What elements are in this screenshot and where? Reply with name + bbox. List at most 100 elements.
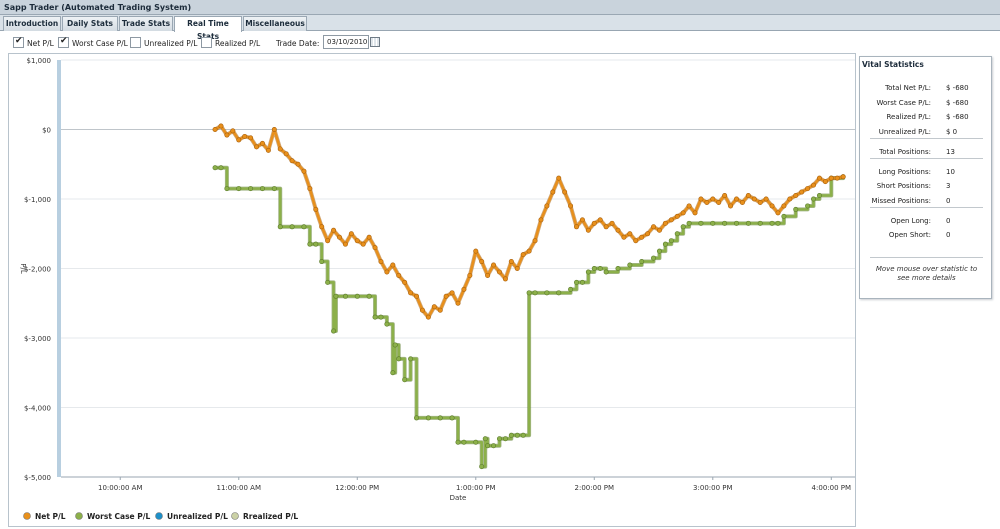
data-point (574, 224, 580, 230)
vital-stat-row[interactable]: Total Net P/L: $ -680 (860, 84, 993, 94)
vital-stat-row[interactable]: Long Positions: 10 (860, 168, 993, 178)
vital-stat-label: Short Positions: (876, 182, 931, 191)
data-point (680, 224, 686, 230)
data-point (482, 436, 488, 442)
data-point (414, 415, 420, 421)
data-point (793, 206, 799, 212)
realized-pl-checkbox[interactable] (201, 37, 212, 48)
data-point (319, 224, 325, 230)
data-point (236, 186, 242, 192)
unrealized-pl-checkbox[interactable] (130, 37, 141, 48)
vital-stat-label: Missed Positions: (871, 196, 931, 205)
data-point (633, 238, 639, 244)
data-point (781, 203, 787, 209)
tab-miscellaneous[interactable]: Miscellaneous (243, 16, 307, 31)
tab-daily-stats[interactable]: Daily Stats (62, 16, 118, 31)
data-point (485, 443, 491, 449)
data-point (579, 217, 585, 223)
data-point (331, 328, 337, 334)
data-point (254, 144, 260, 150)
data-point (289, 224, 295, 230)
vital-stat-row[interactable]: Open Short: 0 (860, 231, 993, 241)
data-point (307, 186, 313, 192)
data-point (402, 377, 408, 383)
tab-trade-stats[interactable]: Trade Stats (119, 16, 173, 31)
data-point (455, 300, 461, 306)
data-point (668, 217, 674, 223)
data-point (491, 262, 497, 268)
vital-stat-row[interactable]: Total Positions: 13 (860, 148, 993, 158)
tab-real-time-stats[interactable]: Real Time Stats (174, 16, 242, 41)
data-point (342, 293, 348, 299)
data-point (674, 213, 680, 219)
vital-stat-label: Open Long: (890, 216, 931, 225)
data-point (419, 307, 425, 313)
data-point (455, 439, 461, 445)
net-pl-checkbox[interactable] (13, 36, 24, 48)
data-point (313, 206, 319, 212)
vital-stat-row[interactable]: Unrealized P/L: $ 0 (860, 128, 993, 138)
vital-stat-row[interactable]: Realized P/L: $ -680 (860, 113, 993, 123)
calendar-icon[interactable] (370, 37, 380, 47)
vital-stat-row[interactable]: Missed Positions: 0 (860, 197, 993, 207)
data-point (656, 248, 662, 254)
data-point (342, 241, 348, 247)
data-point (568, 286, 574, 292)
data-point (354, 293, 360, 299)
data-point (259, 186, 265, 192)
data-point (336, 234, 342, 240)
data-point (562, 189, 568, 195)
data-point (384, 321, 390, 327)
data-point (461, 439, 467, 445)
vital-stat-row[interactable]: Worst Case P/L: $ -680 (860, 99, 993, 109)
unrealized-pl-checkbox-label: Unrealized P/L (144, 39, 198, 48)
x-tick-label: 11:00:00 AM (217, 484, 262, 492)
data-point (757, 199, 763, 205)
vital-stat-row[interactable]: Open Long: 0 (860, 217, 993, 227)
vital-stat-label: Worst Case P/L: (876, 98, 931, 107)
window-titlebar: Sapp Trader (Automated Trading System) (0, 0, 1000, 15)
tab-introduction[interactable]: Introduction (3, 16, 61, 31)
pl-chart: $1,000 $0 $-1,000 $-2,000 $-3,000 $-4,000 $-5,… (19, 57, 855, 521)
x-tick-label: 12:00:00 PM (335, 484, 379, 492)
y-tick-label: $0 (42, 127, 51, 135)
trade-date-input[interactable]: 03/10/2010 (323, 35, 369, 49)
data-point (485, 272, 491, 278)
data-point (502, 276, 508, 282)
data-point (479, 259, 485, 265)
worst-case-pl-checkbox[interactable] (58, 36, 69, 48)
data-point (668, 238, 674, 244)
legend-dot (231, 512, 239, 520)
data-point (556, 290, 562, 296)
data-point (366, 234, 372, 240)
data-point (757, 220, 763, 226)
data-point (532, 238, 538, 244)
data-point (816, 175, 822, 181)
data-point (265, 147, 271, 153)
data-point (662, 241, 668, 247)
vital-stat-label: Total Positions: (879, 147, 931, 156)
vital-stat-value: 13 (946, 147, 955, 156)
vital-stat-row[interactable]: Short Positions: 3 (860, 182, 993, 192)
data-point (739, 199, 745, 205)
data-point (218, 123, 224, 129)
legend-label: Worst Case P/L (87, 512, 150, 521)
data-point (781, 213, 787, 219)
vital-stat-value: 10 (946, 167, 955, 176)
x-tick-label: 4:00:00 PM (812, 484, 851, 492)
legend-label: Net P/L (35, 512, 66, 521)
data-point (603, 269, 609, 275)
data-point (828, 175, 834, 181)
worst-case-pl-checkbox-label: Worst Case P/L (72, 39, 128, 48)
vital-stat-separator (870, 206, 983, 208)
data-point (301, 224, 307, 230)
data-point (514, 266, 520, 272)
data-point (331, 227, 337, 233)
data-point (295, 161, 301, 167)
y-tick-label: $-5,000 (24, 474, 51, 482)
data-point (408, 290, 414, 296)
data-point (722, 193, 728, 199)
data-point (414, 293, 420, 299)
data-point (728, 203, 734, 209)
window-title: Sapp Trader (Automated Trading System) (4, 3, 192, 12)
